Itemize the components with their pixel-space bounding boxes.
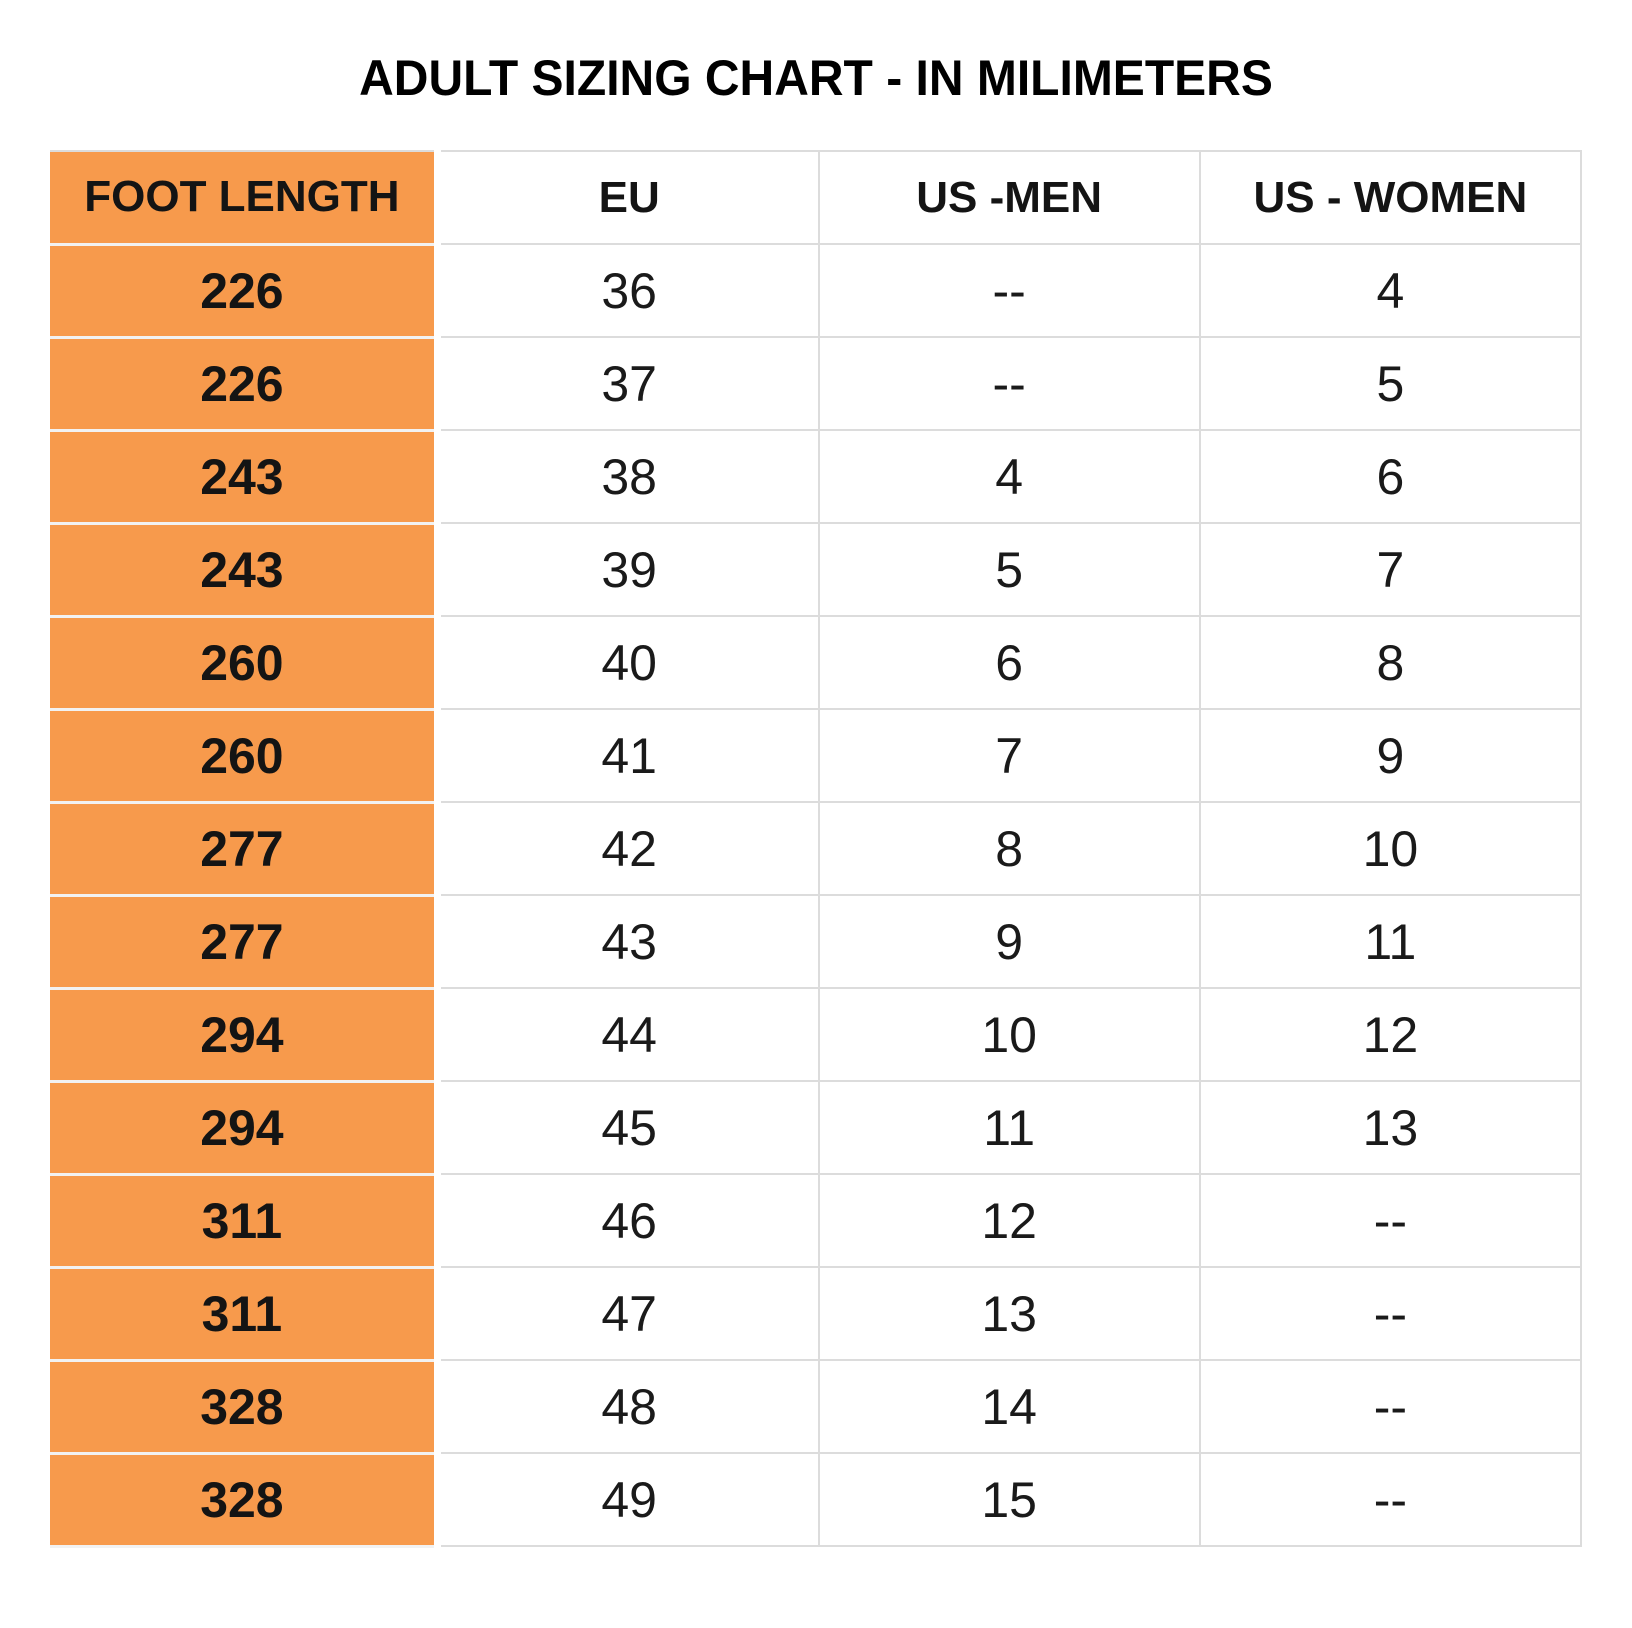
cell-us-men: 4	[817, 429, 1201, 524]
cell-eu: 44	[436, 987, 820, 1082]
cell-us-men: 5	[817, 522, 1201, 617]
table-row: 294 45 11 13	[50, 1080, 1583, 1176]
cell-us-women: 9	[1198, 708, 1583, 803]
cell-eu: 48	[436, 1359, 820, 1454]
table-row: 294 44 10 12	[50, 987, 1583, 1083]
cell-us-women: --	[1198, 1173, 1583, 1268]
table-row: 260 40 6 8	[50, 615, 1583, 711]
cell-us-women: --	[1198, 1266, 1583, 1361]
cell-foot-length: 328	[50, 1453, 441, 1548]
cell-us-women: 5	[1198, 336, 1583, 431]
cell-us-women: 12	[1198, 987, 1583, 1082]
cell-us-men: 11	[817, 1080, 1201, 1175]
table-row: 328 49 15 --	[50, 1452, 1583, 1548]
cell-foot-length: 277	[50, 895, 441, 990]
cell-us-women: 8	[1198, 615, 1583, 710]
cell-foot-length: 243	[50, 430, 441, 525]
cell-us-men: 10	[817, 987, 1201, 1082]
cell-foot-length: 294	[50, 1081, 441, 1176]
cell-us-men: --	[817, 336, 1201, 431]
table-row: 243 39 5 7	[50, 522, 1583, 618]
table-row: 226 37 -- 5	[50, 336, 1583, 432]
table-body: 226 36 -- 4 226 37 -- 5 243 38 4 6 243 39 5 7 260 40 6 8 260…	[50, 243, 1583, 1548]
cell-foot-length: 328	[50, 1360, 441, 1455]
cell-us-women: 13	[1198, 1080, 1583, 1175]
table-row: 277 43 9 11	[50, 894, 1583, 990]
cell-us-men: 15	[817, 1452, 1201, 1547]
cell-foot-length: 294	[50, 988, 441, 1083]
header-us-women: US - WOMEN	[1198, 150, 1583, 245]
cell-us-women: 11	[1198, 894, 1583, 989]
cell-eu: 36	[436, 243, 820, 338]
cell-us-women: 4	[1198, 243, 1583, 338]
table-row: 260 41 7 9	[50, 708, 1583, 804]
cell-eu: 45	[436, 1080, 820, 1175]
cell-us-men: 12	[817, 1173, 1201, 1268]
page-title: ADULT SIZING CHART - IN MILIMETERS	[359, 50, 1273, 106]
table-row: 311 46 12 --	[50, 1173, 1583, 1269]
table-row: 277 42 8 10	[50, 801, 1583, 897]
cell-eu: 38	[436, 429, 820, 524]
cell-us-women: --	[1198, 1359, 1583, 1454]
cell-foot-length: 311	[50, 1174, 441, 1269]
cell-foot-length: 226	[50, 337, 441, 432]
cell-us-women: 6	[1198, 429, 1583, 524]
cell-us-men: 7	[817, 708, 1201, 803]
cell-eu: 47	[436, 1266, 820, 1361]
cell-us-women: 10	[1198, 801, 1583, 896]
sizing-table: FOOT LENGTH EU US -MEN US - WOMEN 226 36-…	[50, 150, 1583, 1548]
table-row: 328 48 14 --	[50, 1359, 1583, 1455]
cell-foot-length: 260	[50, 616, 441, 711]
cell-foot-length: 277	[50, 802, 441, 897]
cell-eu: 41	[436, 708, 820, 803]
cell-eu: 39	[436, 522, 820, 617]
header-us-men: US -MEN	[817, 150, 1201, 245]
header-eu: EU	[436, 150, 820, 245]
cell-eu: 37	[436, 336, 820, 431]
cell-us-men: 6	[817, 615, 1201, 710]
cell-us-women: 7	[1198, 522, 1583, 617]
cell-foot-length: 226	[50, 244, 441, 339]
cell-foot-length: 311	[50, 1267, 441, 1362]
header-foot-length: FOOT LENGTH	[50, 151, 441, 246]
cell-us-men: 8	[817, 801, 1201, 896]
cell-eu: 42	[436, 801, 820, 896]
header-row: FOOT LENGTH EU US -MEN US - WOMEN	[50, 150, 1583, 246]
table-row: 311 47 13 --	[50, 1266, 1583, 1362]
cell-us-men: 9	[817, 894, 1201, 989]
cell-eu: 43	[436, 894, 820, 989]
cell-us-women: --	[1198, 1452, 1583, 1547]
cell-foot-length: 260	[50, 709, 441, 804]
cell-us-men: 14	[817, 1359, 1201, 1454]
cell-us-men: --	[817, 243, 1201, 338]
cell-eu: 40	[436, 615, 820, 710]
cell-us-men: 13	[817, 1266, 1201, 1361]
cell-eu: 46	[436, 1173, 820, 1268]
cell-eu: 49	[436, 1452, 820, 1547]
table-row: 243 38 4 6	[50, 429, 1583, 525]
table-row: 226 36 -- 4	[50, 243, 1583, 339]
cell-foot-length: 243	[50, 523, 441, 618]
